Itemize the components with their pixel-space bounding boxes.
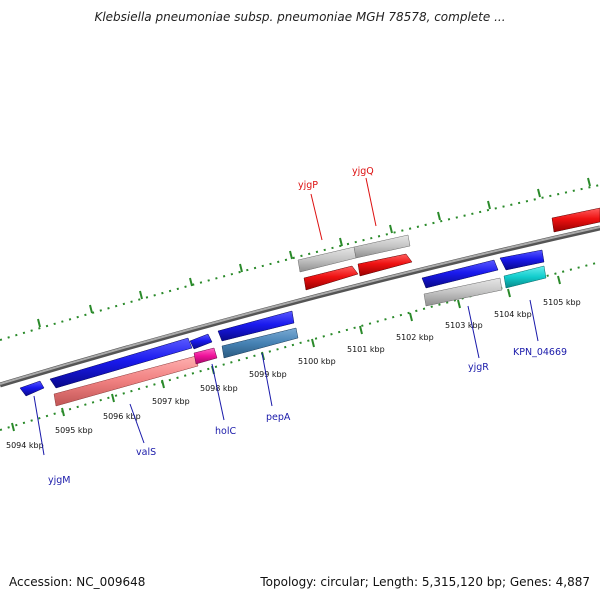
gene-label-yjgP[interactable]: yjgP xyxy=(298,180,318,191)
scale-label: 5104 kbp xyxy=(494,310,532,319)
accession-text: Accession: NC_009648 xyxy=(9,575,146,589)
scale-label: 5103 kbp xyxy=(445,321,483,330)
scale-labels: 5094 kbp 5095 kbp 5096 kbp 5097 kbp 5098… xyxy=(6,298,581,450)
genome-backbone-highlight xyxy=(0,226,600,385)
scale-label: 5101 kbp xyxy=(347,345,385,354)
genome-summary-text: Topology: circular; Length: 5,315,120 bp… xyxy=(260,575,590,589)
scale-label: 5098 kbp xyxy=(200,384,238,393)
scale-label: 5096 kbp xyxy=(103,412,141,421)
outer-major-ticks xyxy=(37,177,591,328)
inner-major-ticks xyxy=(11,275,561,432)
gene-pepA-arrow[interactable] xyxy=(217,310,295,342)
scale-label: 5102 kbp xyxy=(396,333,434,342)
scale-label: 5099 kbp xyxy=(249,370,287,379)
gene-yjgM-arrow[interactable] xyxy=(19,380,45,397)
map-title: Klebsiella pneumoniae subsp. pneumoniae … xyxy=(94,10,506,24)
gene-holC-arrow[interactable] xyxy=(189,333,213,350)
scale-label: 5105 kbp xyxy=(543,298,581,307)
scale-label: 5097 kbp xyxy=(152,397,190,406)
gene-label-yjgQ[interactable]: yjgQ xyxy=(352,166,374,177)
gene-yjgR-arrow[interactable] xyxy=(421,259,499,289)
gene-pepA-feature[interactable] xyxy=(221,327,299,359)
gene-offscreen-arrow[interactable] xyxy=(551,207,600,233)
gene-label-KPN-04669[interactable]: KPN_04669 xyxy=(513,347,567,358)
gene-label-yjgR[interactable]: yjgR xyxy=(468,362,489,373)
gene-yjgQ-feature[interactable] xyxy=(353,234,411,259)
gene-yjgP-arrow[interactable] xyxy=(303,265,359,291)
scale-label: 5094 kbp xyxy=(6,441,44,450)
gene-KPN-04669-feature[interactable] xyxy=(503,265,547,289)
gene-label-holC[interactable]: holC xyxy=(215,426,236,437)
gene-yjgQ-arrow[interactable] xyxy=(357,253,413,277)
gene-valS-arrow[interactable] xyxy=(49,337,193,389)
gene-label-pepA[interactable]: pepA xyxy=(266,412,291,423)
scale-label: 5095 kbp xyxy=(55,426,93,435)
label-leaders xyxy=(33,177,539,456)
gene-holC-feature[interactable] xyxy=(193,347,218,365)
gene-label-yjgM[interactable]: yjgM xyxy=(48,475,71,486)
gene-yjgR-feature[interactable] xyxy=(423,277,503,307)
gene-KPN-04669-arrow[interactable] xyxy=(499,249,545,271)
gene-label-valS[interactable]: valS xyxy=(136,447,156,458)
gene-valS-feature[interactable] xyxy=(53,355,199,407)
scale-label: 5100 kbp xyxy=(298,357,336,366)
